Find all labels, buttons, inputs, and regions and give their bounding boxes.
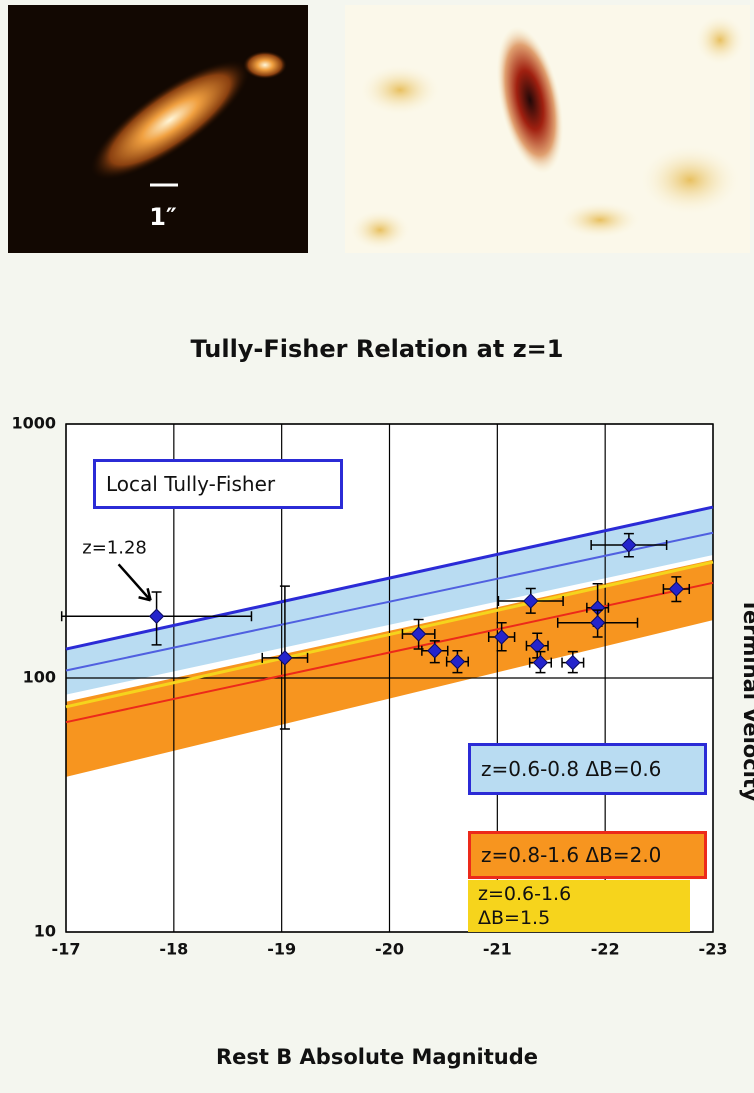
point: [523, 593, 539, 609]
x-tick-label: -19: [267, 940, 296, 959]
x-tick-label: -22: [591, 940, 620, 959]
point: [529, 638, 545, 654]
x-tick-label: -18: [159, 940, 188, 959]
legend-entry: z=0.6-1.6 ΔB=1.5: [468, 880, 690, 932]
x-tick-label: -17: [52, 940, 81, 959]
band-center-line: [65, 531, 714, 672]
point: [668, 581, 685, 597]
plot-frame: [65, 423, 714, 933]
y-tick-label: 1000: [11, 414, 56, 433]
image-right: [345, 5, 750, 253]
legend-entry: Local Tully-Fisher: [93, 459, 343, 509]
legend-entry: z=0.6-0.8 ΔB=0.6: [468, 743, 707, 795]
y-axis-title: Terminal Velocity: [739, 598, 754, 802]
point: [427, 643, 443, 659]
y-tick-label: 10: [34, 922, 56, 941]
line: [65, 560, 714, 709]
x-tick-label: -21: [483, 940, 512, 959]
point: [565, 654, 581, 671]
point: [532, 654, 549, 671]
point: [410, 626, 427, 642]
chart-title: Tully-Fisher Relation at z=1: [191, 335, 564, 363]
point: [589, 615, 606, 631]
legend-entry: z=0.8-1.6 ΔB=2.0: [468, 831, 707, 879]
y-tick-label: 100: [23, 668, 56, 687]
scale-label: 1″: [149, 203, 177, 231]
x-axis-title: Rest B Absolute Magnitude: [216, 1045, 538, 1069]
band-center-line: [65, 581, 714, 724]
line: [65, 505, 714, 651]
point: [621, 537, 637, 553]
point: [277, 650, 293, 666]
point: [493, 629, 510, 645]
point: [449, 653, 466, 670]
x-tick-label: -20: [375, 940, 404, 959]
annotation: z=1.28: [82, 537, 147, 558]
point: [148, 608, 165, 624]
image-left: 1″: [8, 5, 308, 253]
annotation-arrow: [117, 563, 152, 602]
x-tick-label: -23: [699, 940, 728, 959]
